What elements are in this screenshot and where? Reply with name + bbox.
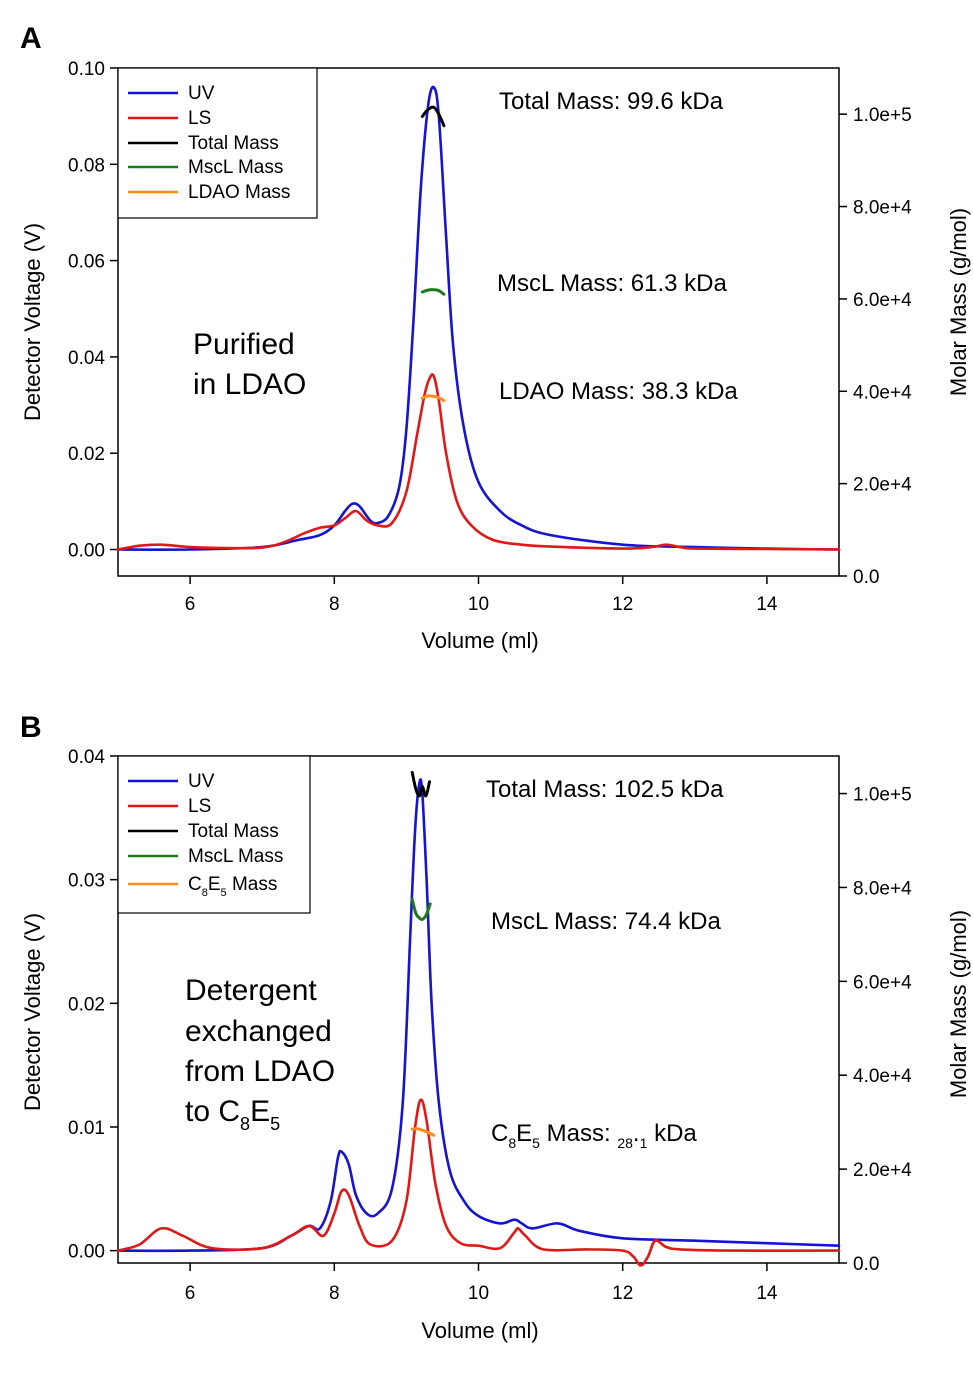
x-tick-label: 6 bbox=[185, 1283, 196, 1304]
panel-b-c8e5-mass-annotation: C8E5 Mass: 28.1 kDa bbox=[491, 1120, 697, 1151]
panel-a-right-y-ticks: 0.0 2.0e+4 4.0e+4 6.0e+4 8.0e+4 1.0e+5 bbox=[839, 105, 912, 588]
panel-a-left-axis-title: Detector Voltage (V) bbox=[20, 223, 45, 421]
series-ls-line bbox=[116, 1098, 841, 1267]
x-tick-label: 8 bbox=[329, 594, 340, 615]
panel-b-x-axis-title: Volume (ml) bbox=[421, 1318, 538, 1343]
right-y-tick-label: 6.0e+4 bbox=[853, 290, 912, 311]
right-y-tick-label: 0.0 bbox=[853, 567, 879, 588]
legend-label-ls: LS bbox=[188, 108, 211, 129]
left-y-tick-label: 0.06 bbox=[68, 252, 105, 273]
panel-b-condition-line-4: to C8E5 bbox=[185, 1095, 280, 1134]
legend-label-uv: UV bbox=[188, 83, 215, 104]
panel-a-legend: UV LS Total Mass MscL Mass LDAO Mass bbox=[117, 67, 318, 219]
panel-b-legend: UV LS Total Mass MscL Mass C8E5 Mass bbox=[117, 755, 311, 914]
legend-label-c8e5-mass: C8E5 Mass bbox=[188, 874, 277, 899]
panel-b: B 6 8 10 12 14 0.00 0.01 0.02 0.03 0.04 0.0 2.0e+… bbox=[20, 711, 971, 1343]
panel-b-label: B bbox=[20, 711, 42, 744]
panel-a-mscl-mass-annotation: MscL Mass: 61.3 kDa bbox=[497, 270, 728, 297]
panel-b-left-axis-title: Detector Voltage (V) bbox=[20, 913, 45, 1111]
panel-b-right-y-ticks: 0.0 2.0e+4 4.0e+4 6.0e+4 8.0e+4 1.0e+5 bbox=[839, 785, 912, 1275]
left-y-tick-label: 0.08 bbox=[68, 155, 105, 176]
left-y-tick-label: 0.01 bbox=[68, 1118, 105, 1139]
left-y-tick-label: 0.00 bbox=[68, 1242, 105, 1263]
right-y-tick-label: 1.0e+5 bbox=[853, 105, 912, 126]
legend-label-uv: UV bbox=[188, 771, 215, 792]
right-y-tick-label: 2.0e+4 bbox=[853, 1160, 912, 1181]
series-c8e5-mass-line bbox=[410, 1127, 436, 1137]
legend-label-total-mass: Total Mass bbox=[188, 133, 279, 154]
right-y-tick-label: 4.0e+4 bbox=[853, 1066, 912, 1087]
right-y-tick-label: 0.0 bbox=[853, 1254, 879, 1275]
x-tick-label: 10 bbox=[468, 1283, 489, 1304]
right-y-tick-label: 2.0e+4 bbox=[853, 475, 912, 496]
series-total-mass-line bbox=[410, 770, 431, 798]
panel-a-label: A bbox=[20, 22, 42, 55]
panel-b-x-ticks: 6 8 10 12 14 bbox=[185, 1263, 778, 1304]
panel-b-condition-line-2: exchanged bbox=[185, 1015, 332, 1048]
legend-label-ldao-mass: LDAO Mass bbox=[188, 182, 290, 203]
panel-b-right-axis-title: Molar Mass (g/mol) bbox=[946, 910, 971, 1098]
panel-a-x-ticks: 6 8 10 12 14 bbox=[185, 576, 778, 615]
panel-a-x-axis-title: Volume (ml) bbox=[421, 628, 538, 653]
x-tick-label: 14 bbox=[756, 1283, 778, 1304]
x-tick-label: 12 bbox=[612, 1283, 633, 1304]
series-total-mass-line bbox=[420, 105, 446, 128]
panel-b-condition-line-1: Detergent bbox=[185, 974, 317, 1007]
right-y-tick-label: 4.0e+4 bbox=[853, 382, 912, 403]
legend-label-total-mass: Total Mass bbox=[188, 821, 279, 842]
panel-b-left-y-ticks: 0.00 0.01 0.02 0.03 0.04 bbox=[68, 747, 118, 1263]
x-tick-label: 10 bbox=[468, 594, 489, 615]
right-y-tick-label: 8.0e+4 bbox=[853, 198, 912, 219]
left-y-tick-label: 0.04 bbox=[68, 747, 105, 768]
x-tick-label: 14 bbox=[756, 594, 778, 615]
right-y-tick-label: 6.0e+4 bbox=[853, 972, 912, 993]
panel-b-condition-line-3: from LDAO bbox=[185, 1055, 335, 1088]
x-tick-label: 12 bbox=[612, 594, 633, 615]
x-tick-label: 6 bbox=[185, 594, 196, 615]
panel-a-ldao-mass-annotation: LDAO Mass: 38.3 kDa bbox=[499, 378, 738, 405]
left-y-tick-label: 0.10 bbox=[68, 59, 105, 80]
panel-a-condition-line-2: in LDAO bbox=[193, 368, 306, 401]
legend-label-mscl-mass: MscL Mass bbox=[188, 846, 283, 867]
panel-a-left-y-ticks: 0.00 0.02 0.04 0.06 0.08 0.10 bbox=[68, 59, 118, 562]
panel-b-mscl-mass-annotation: MscL Mass: 74.4 kDa bbox=[491, 908, 722, 935]
panel-b-total-mass-annotation: Total Mass: 102.5 kDa bbox=[486, 776, 724, 803]
x-tick-label: 8 bbox=[329, 1283, 340, 1304]
left-y-tick-label: 0.02 bbox=[68, 994, 105, 1015]
panel-a-total-mass-annotation: Total Mass: 99.6 kDa bbox=[499, 88, 724, 115]
series-uv-line bbox=[116, 778, 841, 1253]
panel-b-series bbox=[116, 770, 841, 1267]
left-y-tick-label: 0.02 bbox=[68, 444, 105, 465]
series-ls-line bbox=[116, 373, 841, 551]
series-ldao-mass-line bbox=[420, 394, 446, 402]
panel-a-condition-line-1: Purified bbox=[193, 328, 295, 361]
series-mscl-mass-line bbox=[420, 288, 446, 296]
legend-label-mscl-mass: MscL Mass bbox=[188, 157, 283, 178]
left-y-tick-label: 0.03 bbox=[68, 871, 105, 892]
panel-a-right-axis-title: Molar Mass (g/mol) bbox=[946, 208, 971, 396]
series-mscl-mass-line bbox=[410, 897, 432, 921]
right-y-tick-label: 8.0e+4 bbox=[853, 878, 912, 899]
panel-a-series bbox=[116, 85, 841, 551]
legend-label-ls: LS bbox=[188, 796, 211, 817]
panel-a: A 6 8 10 12 14 0.00 0.02 0.04 0.06 0.08 0.10 0.0 2… bbox=[20, 22, 971, 653]
right-y-tick-label: 1.0e+5 bbox=[853, 785, 912, 806]
left-y-tick-label: 0.04 bbox=[68, 348, 105, 369]
left-y-tick-label: 0.00 bbox=[68, 541, 105, 562]
